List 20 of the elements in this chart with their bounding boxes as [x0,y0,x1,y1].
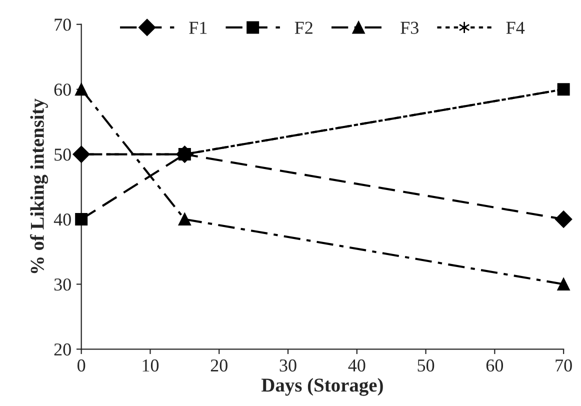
legend-label: F2 [294,22,312,34]
legend-label: F4 [506,22,525,34]
y-axis-title: % of Liking intensity [30,98,48,274]
y-tick-label: 30 [54,278,71,291]
x-tick-label: 70 [556,359,572,372]
x-tick-label: 40 [348,359,366,372]
x-tick-label: 60 [486,359,504,372]
y-tick-label: 20 [54,343,71,356]
y-tick-label: 70 [54,18,71,31]
x-tick-label: 30 [280,359,296,372]
legend-label: F1 [189,22,207,34]
y-tick-label: 50 [54,148,71,161]
x-axis-title: Days (Storage) [262,378,383,396]
y-tick-label: 60 [54,84,71,96]
x-tick-label: 50 [418,359,434,372]
x-tick-label: 20 [210,359,228,372]
y-tick-label: 40 [54,213,71,226]
legend-label: F3 [400,22,418,34]
x-tick-label: 10 [142,359,159,372]
x-tick-label: 0 [78,359,86,372]
